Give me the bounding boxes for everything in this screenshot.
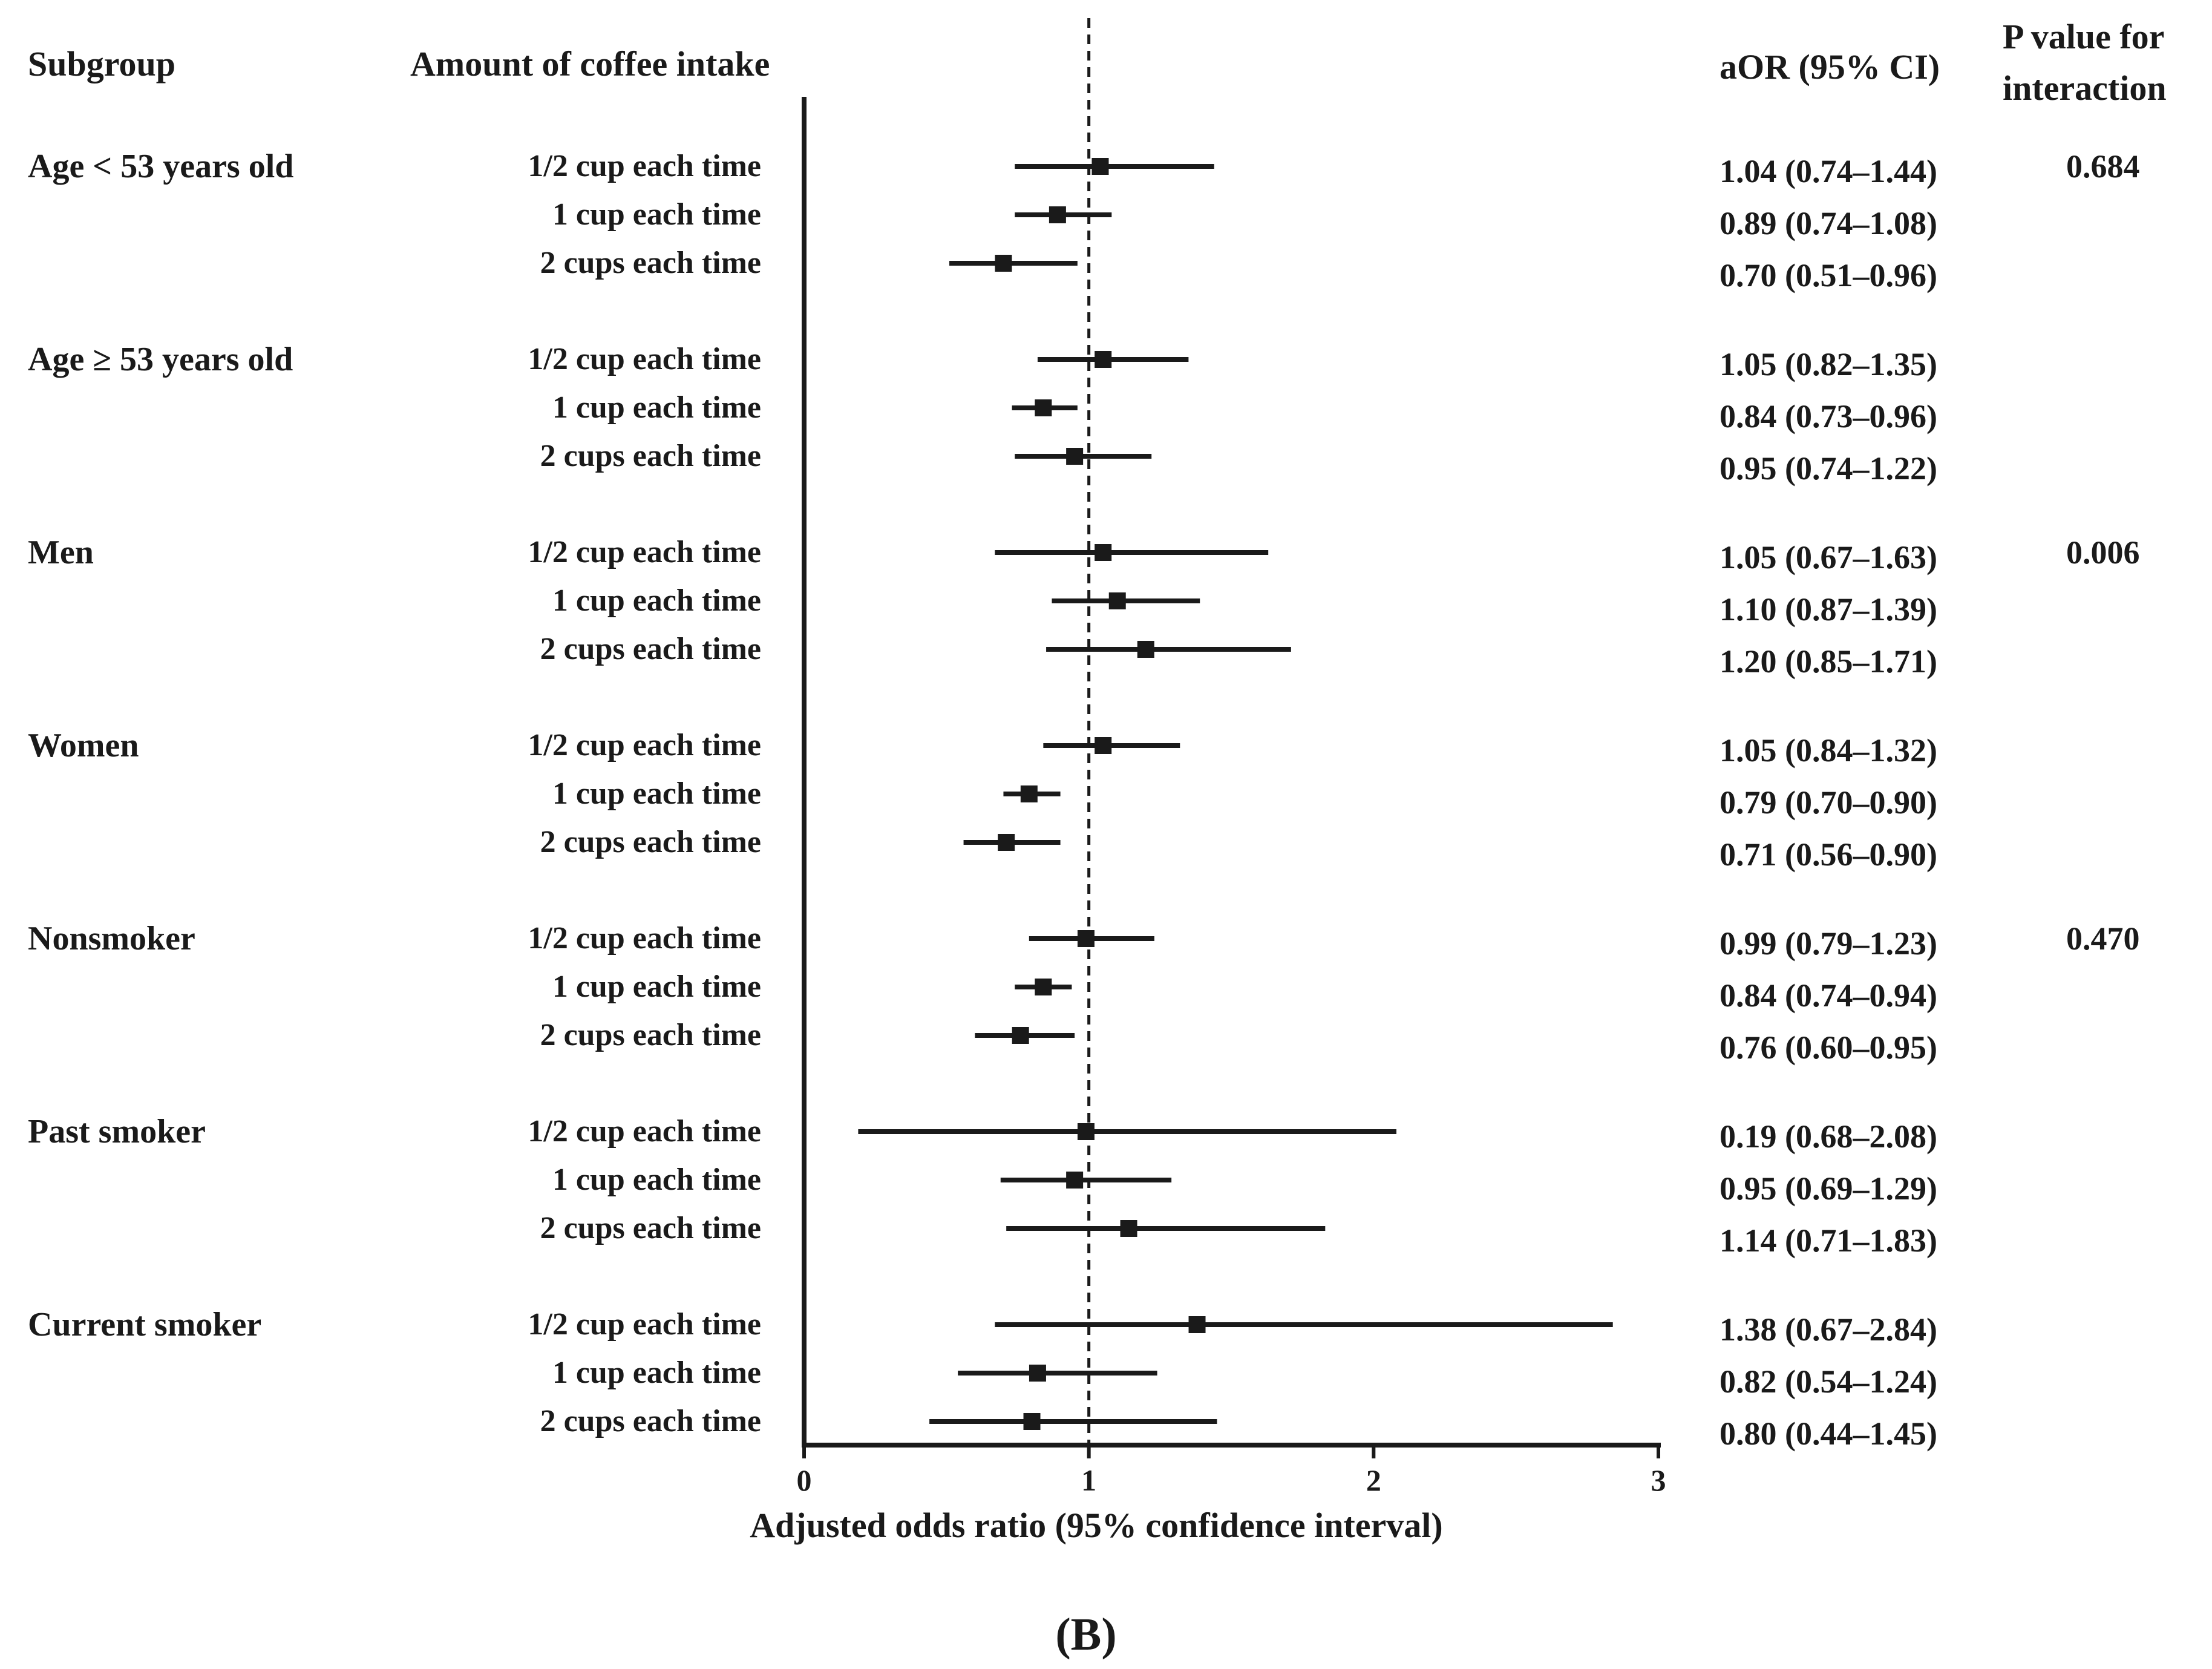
- intake-label: 2 cups each time: [540, 632, 761, 666]
- intake-label: 1/2 cup each time: [528, 1307, 761, 1342]
- group-label: Age < 53 years old: [28, 148, 293, 185]
- aor-ci-text: 1.05 (0.67–1.63): [1720, 539, 1937, 575]
- intake-label: 1/2 cup each time: [528, 149, 761, 183]
- estimate-square: [1066, 448, 1084, 465]
- intake-label: 1/2 cup each time: [528, 728, 761, 762]
- aor-ci-text: 0.84 (0.73–0.96): [1720, 398, 1937, 434]
- aor-ci-text: 1.20 (0.85–1.71): [1720, 643, 1937, 680]
- estimate-column: 0.684 1.04 (0.74–1.44) 0.89 (0.74–1.08) 0.7…: [1720, 148, 2140, 1452]
- intake-label: 1/2 cup each time: [528, 1114, 761, 1149]
- estimate-square: [1023, 1413, 1041, 1430]
- x-axis-ticks: 0 1 2 3: [797, 1445, 1666, 1497]
- header-subgroup: Subgroup: [28, 44, 175, 84]
- intake-label: 1 cup each time: [552, 583, 761, 618]
- aor-ci-text: 1.10 (0.87–1.39): [1720, 591, 1937, 628]
- estimate-marks: [858, 158, 1613, 1430]
- intake-label: 2 cups each time: [540, 246, 761, 280]
- intake-label: 1/2 cup each time: [528, 535, 761, 569]
- intake-label: 1 cup each time: [552, 390, 761, 425]
- aor-ci-text: 0.89 (0.74–1.08): [1720, 205, 1937, 241]
- aor-ci-text: 0.76 (0.60–0.95): [1720, 1029, 1937, 1066]
- estimate-square: [998, 834, 1015, 851]
- x-tick-label: 3: [1651, 1463, 1666, 1497]
- estimate-square: [1077, 930, 1095, 947]
- estimate-square: [1066, 1172, 1084, 1189]
- group-label: Men: [28, 534, 94, 571]
- estimate-square: [1035, 399, 1052, 416]
- estimate-square: [1049, 206, 1066, 223]
- aor-ci-text: 1.14 (0.71–1.83): [1720, 1222, 1937, 1259]
- estimate-square: [1095, 351, 1112, 368]
- intake-label: 2 cups each time: [540, 825, 761, 859]
- intake-label: 1 cup each time: [552, 776, 761, 811]
- intake-label: 1 cup each time: [552, 1162, 761, 1197]
- estimate-square: [1035, 979, 1052, 995]
- estimate-square: [1108, 592, 1126, 609]
- estimate-square: [1120, 1220, 1137, 1237]
- group-label: Current smoker: [28, 1306, 261, 1343]
- aor-ci-text: 1.38 (0.67–2.84): [1720, 1311, 1937, 1348]
- header-aor: aOR (95% CI): [1720, 47, 1940, 87]
- header-pvalue-line1: P value for: [2003, 17, 2164, 56]
- intake-label: 1 cup each time: [552, 197, 761, 232]
- aor-ci-text: 0.95 (0.69–1.29): [1720, 1170, 1937, 1207]
- aor-ci-text: 0.82 (0.54–1.24): [1720, 1363, 1937, 1400]
- p-interaction-value: 0.684: [2066, 148, 2140, 185]
- estimate-square: [1091, 158, 1109, 175]
- intake-label: 2 cups each time: [540, 1404, 761, 1438]
- intake-label: 1/2 cup each time: [528, 921, 761, 956]
- plot-area: 0 1 2 3: [797, 18, 1666, 1497]
- aor-ci-text: 0.95 (0.74–1.22): [1720, 450, 1937, 487]
- aor-ci-text: 0.19 (0.68–2.08): [1720, 1118, 1937, 1155]
- aor-ci-text: 0.70 (0.51–0.96): [1720, 257, 1937, 293]
- estimate-square: [1077, 1123, 1095, 1140]
- aor-ci-text: 1.04 (0.74–1.44): [1720, 153, 1937, 189]
- intake-label: 2 cups each time: [540, 439, 761, 473]
- aor-ci-text: 1.05 (0.84–1.32): [1720, 732, 1937, 769]
- p-interaction-value: 0.470: [2066, 920, 2140, 957]
- aor-ci-text: 1.05 (0.82–1.35): [1720, 346, 1937, 382]
- estimate-square: [1095, 737, 1112, 754]
- x-axis-label: Adjusted odds ratio (95% confidence inte…: [750, 1506, 1442, 1545]
- group-label: Nonsmoker: [28, 920, 195, 957]
- header-pvalue-line2: interaction: [2003, 68, 2167, 108]
- intake-label: 2 cups each time: [540, 1211, 761, 1245]
- estimate-square: [1012, 1027, 1029, 1044]
- x-tick-label: 1: [1081, 1463, 1096, 1497]
- x-tick-label: 2: [1366, 1463, 1381, 1497]
- intake-label: 1 cup each time: [552, 1356, 761, 1390]
- column-headers: Subgroup Amount of coffee intake aOR (95…: [28, 17, 2167, 108]
- header-amount: Amount of coffee intake: [410, 44, 770, 84]
- intake-label: 1 cup each time: [552, 969, 761, 1004]
- aor-ci-text: 0.71 (0.56–0.90): [1720, 836, 1937, 873]
- row-labels: Age < 53 years old 1/2 cup each time 1 cup…: [28, 148, 761, 1438]
- group-label: Age ≥ 53 years old: [28, 341, 293, 378]
- intake-label: 2 cups each time: [540, 1018, 761, 1052]
- estimate-square: [1095, 544, 1112, 561]
- estimate-square: [1029, 1365, 1046, 1382]
- aor-ci-text: 0.99 (0.79–1.23): [1720, 925, 1937, 962]
- aor-ci-text: 0.79 (0.70–0.90): [1720, 784, 1937, 821]
- estimate-square: [1188, 1316, 1206, 1333]
- panel-label: (B): [1055, 1609, 1116, 1660]
- group-label: Past smoker: [28, 1113, 206, 1150]
- aor-ci-text: 0.80 (0.44–1.45): [1720, 1415, 1937, 1452]
- estimate-square: [1137, 641, 1154, 658]
- estimate-square: [995, 255, 1012, 272]
- p-interaction-value: 0.006: [2066, 534, 2140, 571]
- aor-ci-text: 0.84 (0.74–0.94): [1720, 977, 1937, 1014]
- estimate-square: [1020, 785, 1038, 802]
- x-tick-label: 0: [797, 1463, 812, 1497]
- group-label: Women: [28, 727, 139, 764]
- intake-label: 1/2 cup each time: [528, 342, 761, 376]
